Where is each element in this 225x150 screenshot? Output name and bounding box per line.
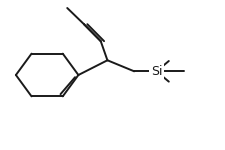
Text: Si: Si — [150, 65, 162, 78]
